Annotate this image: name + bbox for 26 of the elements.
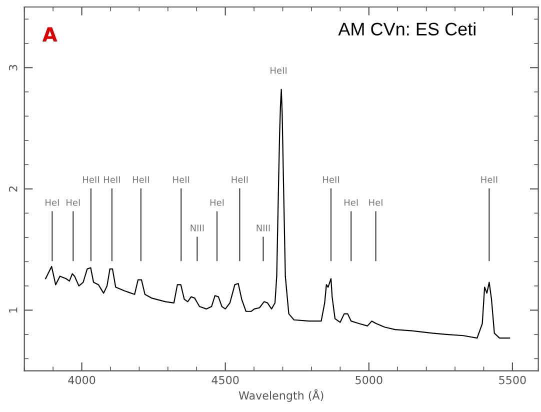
x-axis-title: Wavelength (Å) — [238, 389, 324, 402]
line-series — [45, 88, 510, 339]
annotation: HeII — [104, 176, 120, 183]
annotation: NIII — [190, 224, 204, 232]
annotation: HeII — [481, 176, 498, 183]
annotation: HeII — [232, 176, 248, 183]
annotation: HeII — [323, 176, 339, 183]
x-tick-label: 4000 — [68, 376, 96, 384]
annotation: HeI — [46, 199, 59, 206]
x-tick-label: 4500 — [212, 376, 239, 384]
annotation: HeII — [270, 67, 286, 74]
x-tick-label: 5000 — [356, 376, 382, 384]
annotation: HeI — [344, 199, 358, 206]
annotation: HeII — [83, 176, 99, 183]
x-tick-label: 5500 — [499, 376, 526, 384]
annotation: A — [42, 27, 58, 42]
y-tick-label: 3 — [8, 64, 18, 70]
annotation: HeI — [66, 199, 80, 206]
annotation: NIII — [256, 224, 270, 232]
y-tick-label: 1 — [9, 308, 18, 312]
annotation: HeI — [210, 199, 224, 206]
annotation: HeII — [173, 176, 190, 183]
text: AM CVn: ES Ceti — [338, 22, 476, 36]
annotation: HeII — [132, 176, 149, 183]
y-tick-label: 2 — [8, 186, 18, 192]
annotation: HeI — [369, 199, 382, 206]
